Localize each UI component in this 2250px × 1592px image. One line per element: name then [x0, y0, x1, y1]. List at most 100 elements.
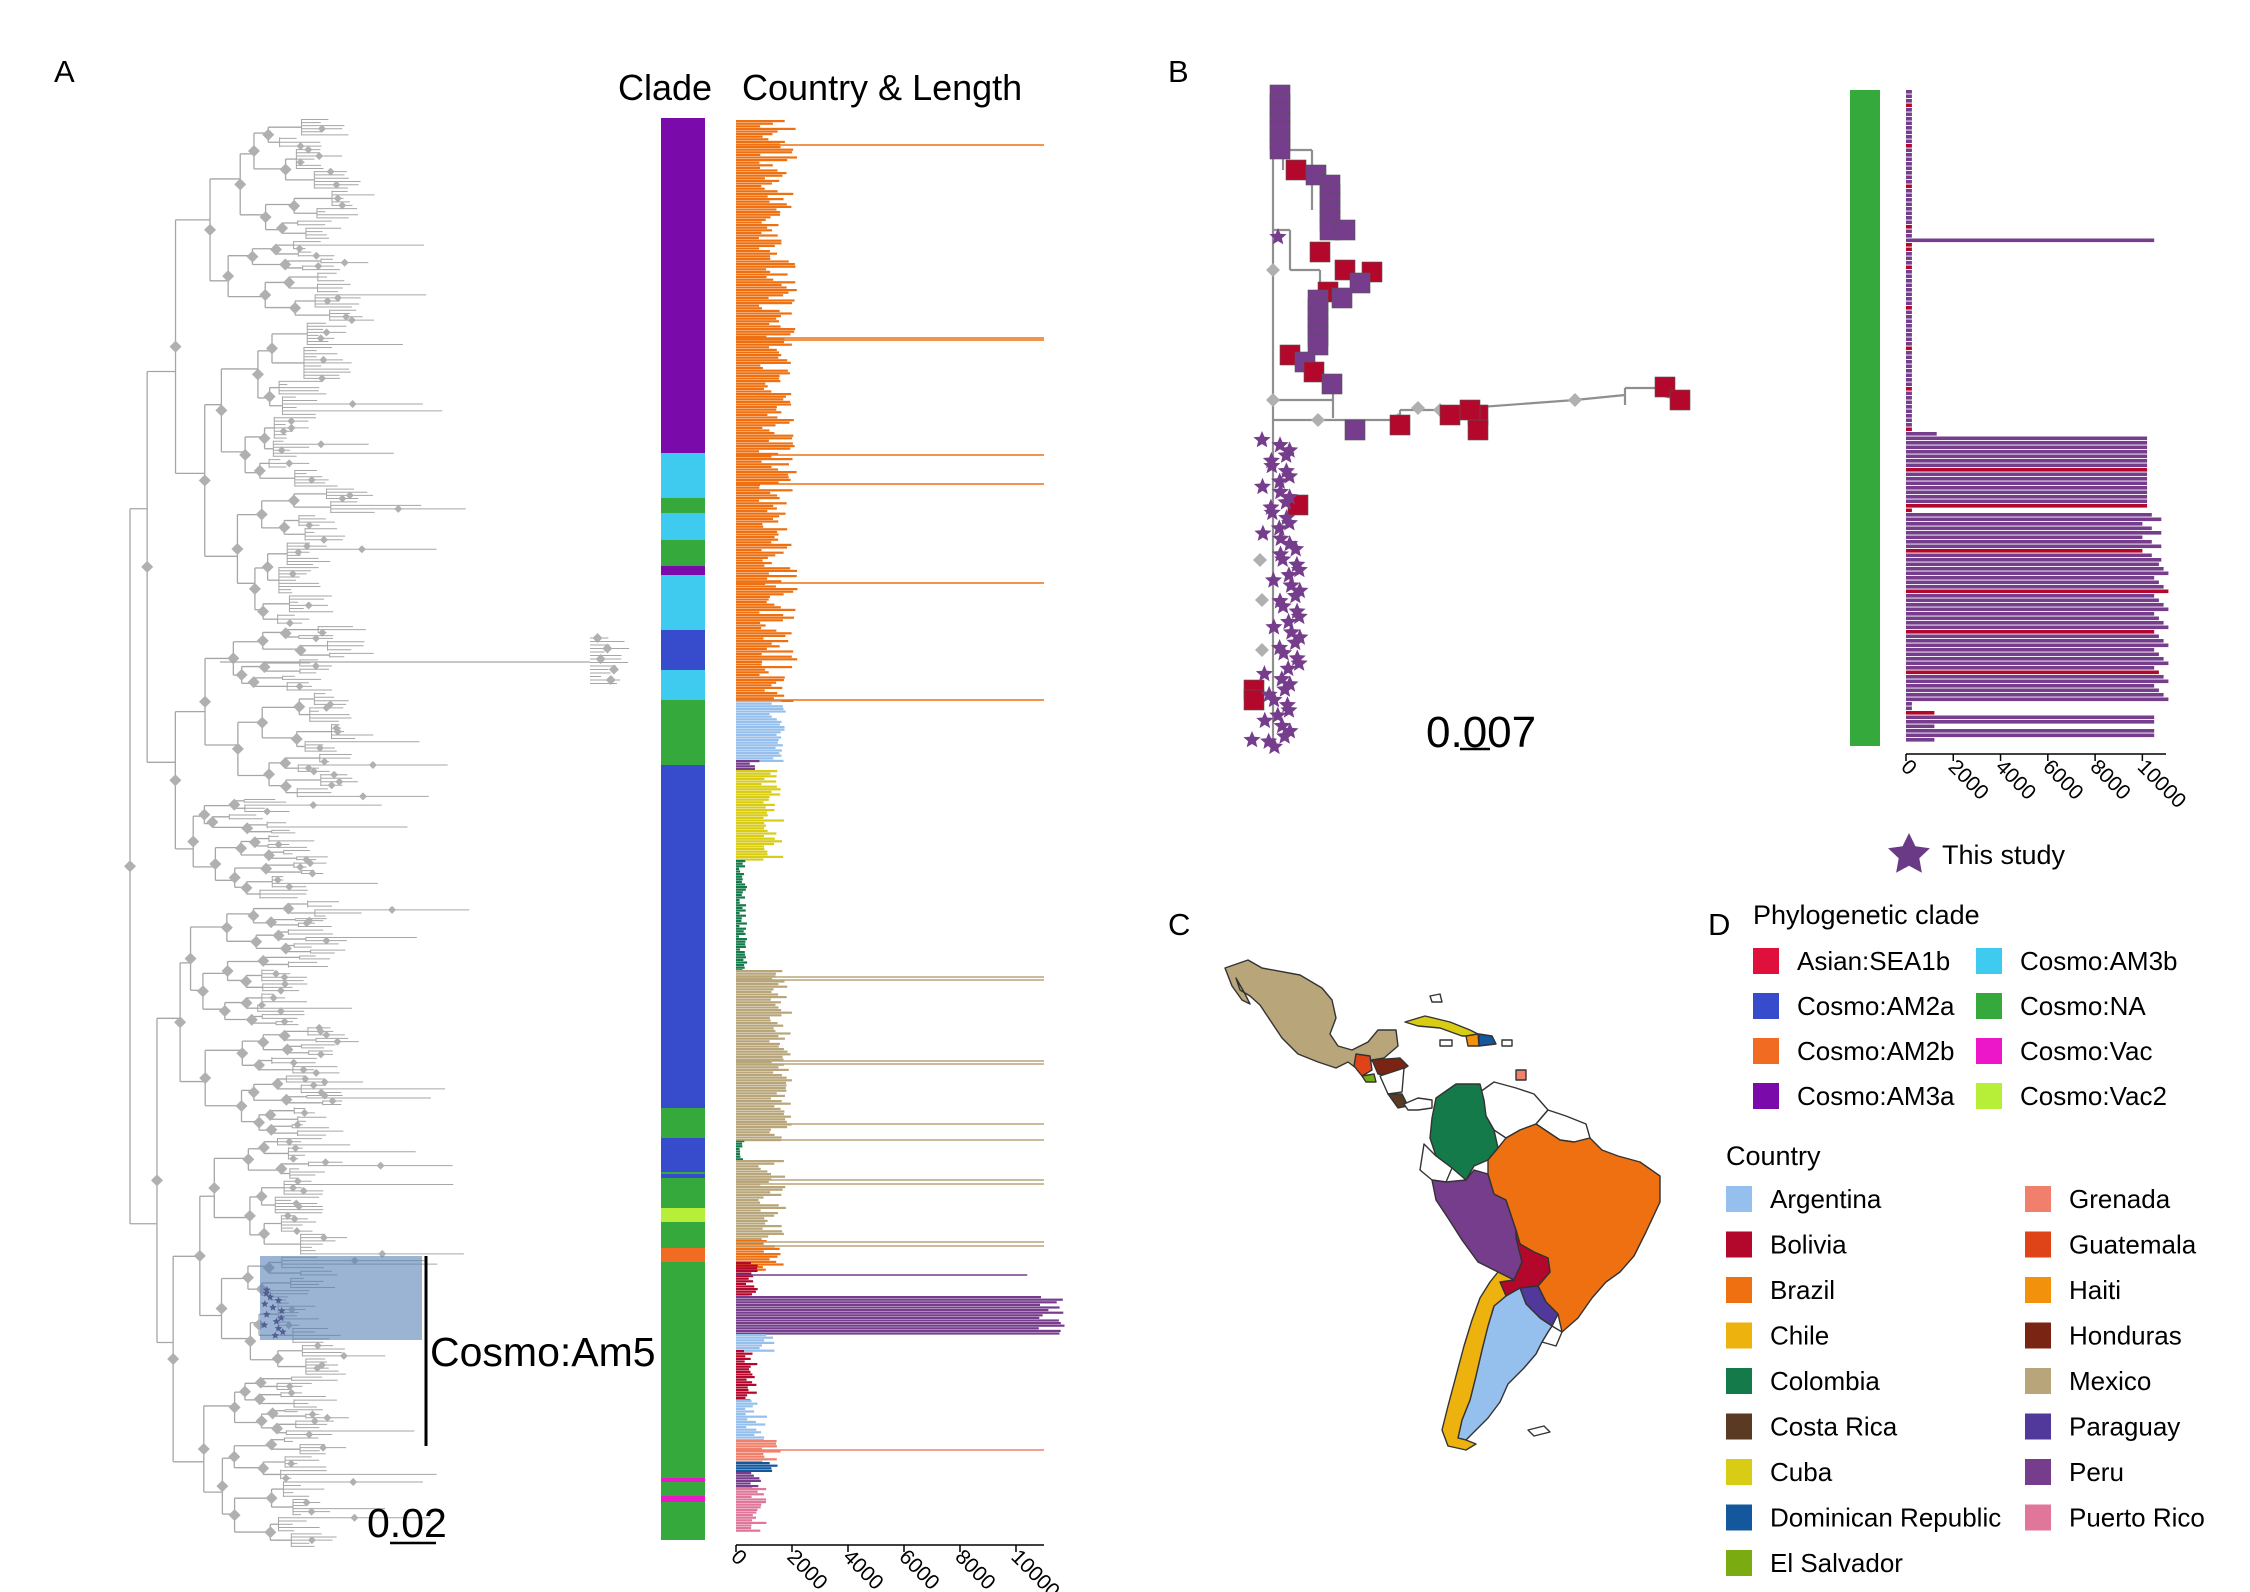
- tree-node: [290, 733, 303, 746]
- tree-tip-node: [276, 1007, 285, 1016]
- tree-tip-node: [289, 1183, 298, 1192]
- tree-node: [253, 1116, 266, 1129]
- tree-tip-node: [333, 293, 342, 302]
- country-length-bar: [736, 710, 786, 713]
- country-length-bar: [736, 387, 764, 390]
- study-sample-star: [1271, 483, 1289, 500]
- tree-tip-node: [307, 1507, 316, 1516]
- country-length-bar: [736, 1309, 1049, 1312]
- country-length-bar: [736, 676, 785, 679]
- country-length-bar: [736, 1501, 766, 1504]
- country-length-bar: [736, 341, 785, 344]
- clade-column-title: Clade: [618, 67, 712, 108]
- country-length-bar: [736, 679, 784, 682]
- country-legend-label: Bolivia: [1770, 1230, 1847, 1260]
- tree-tip-node: [307, 475, 316, 484]
- tree-tip-node: [287, 1459, 296, 1468]
- tree-node: [271, 1077, 284, 1090]
- country-length-bar: [736, 133, 773, 136]
- country-length-bar: [736, 1204, 779, 1207]
- country-length-bar: [736, 1469, 773, 1472]
- tree-tip-node: [322, 703, 331, 712]
- country-length-bar: [1906, 580, 2159, 585]
- tree-tip-node: [309, 1081, 318, 1090]
- tree-node: [262, 128, 275, 141]
- country-length-bar: [736, 1105, 775, 1108]
- country-length-bar: [736, 328, 796, 331]
- tree-tip-node: [313, 1364, 322, 1373]
- country-length-bar: [736, 335, 767, 338]
- country-length-bar: [736, 1014, 782, 1017]
- country-length-bar: [736, 673, 760, 676]
- country-length-bars: [736, 120, 1065, 1532]
- country-length-bar: [736, 629, 777, 632]
- tree-node: [220, 921, 233, 934]
- country-length-bar: [736, 1133, 775, 1136]
- country-length-bar: [736, 1167, 761, 1170]
- country-length-bar: [736, 489, 793, 492]
- country-length-bar: [736, 1193, 782, 1196]
- country-length-bar: [736, 1447, 762, 1450]
- tip-square: [1334, 219, 1356, 241]
- tree-tip-node: [311, 634, 320, 643]
- tree-node: [199, 695, 212, 708]
- study-sample-star: [1276, 680, 1294, 697]
- country-length-bar: [1906, 427, 1912, 432]
- country-length-bar: [736, 668, 766, 671]
- country-length-bar: [736, 1253, 781, 1256]
- country-length-bar: [736, 1363, 758, 1366]
- country-length-bar: [736, 148, 794, 151]
- country-length-bar: [736, 120, 785, 123]
- tree-node: [282, 902, 295, 915]
- country-length-bar: [736, 862, 743, 865]
- country-length-bar: [736, 1225, 782, 1228]
- study-sample-star: [1271, 472, 1289, 489]
- tree-node: [257, 1462, 270, 1475]
- country-length-bar: [736, 1126, 788, 1129]
- country-length-bar: [736, 585, 776, 588]
- country-length-bar: [736, 1474, 754, 1477]
- study-sample-star: [1269, 228, 1287, 245]
- tree-tip-node: [296, 158, 305, 167]
- country-length-bar: [736, 720, 782, 723]
- country-length-bar: [736, 1206, 786, 1209]
- clade-strip-b: [1850, 90, 1880, 746]
- country-length-bar: [736, 478, 791, 481]
- country-length-bar: [1906, 229, 1912, 234]
- country-length-bar: [1906, 180, 1912, 184]
- country-length-bar: [736, 634, 786, 637]
- country-length-bar: [736, 504, 774, 507]
- clade-strip-segment: [661, 700, 705, 765]
- country-length-bar: [736, 829, 768, 832]
- tree-node: [169, 774, 182, 787]
- country-length-bar: [1906, 720, 2155, 724]
- country-length-bar: [736, 187, 765, 190]
- country-length-bar: [1906, 522, 2143, 526]
- country-length-bar: [736, 507, 777, 510]
- tip-square: [1467, 419, 1489, 441]
- country-length-bar: [736, 1267, 758, 1270]
- country-length-bar: [736, 1050, 788, 1053]
- country-legend-label: Dominican Republic: [1770, 1503, 2001, 1533]
- country-length-bar: [736, 1514, 753, 1517]
- map-nicaragua: [1379, 1067, 1405, 1095]
- country-length-bar: [736, 619, 783, 622]
- latin-america-map: [1224, 959, 1661, 1451]
- tree-tip-node: [320, 1091, 329, 1100]
- clade-legend-label: Cosmo:AM3b: [2020, 946, 2178, 976]
- clade-strip-segment: [661, 630, 705, 670]
- country-length-bar: [736, 333, 791, 336]
- country-length-bar: [1906, 553, 2152, 558]
- country-length-bar: [736, 801, 764, 804]
- country-length-bar: [736, 556, 768, 559]
- country-length-bar: [1906, 445, 2148, 450]
- country-length-bar: [736, 1247, 780, 1250]
- country-length-bar: [1906, 162, 1912, 166]
- map-grenada: [1515, 1069, 1527, 1081]
- tree-tip-node: [302, 1498, 311, 1507]
- country-length-bar: [736, 964, 745, 967]
- tree-tip-node: [279, 427, 288, 436]
- country-length-bar: [736, 450, 760, 453]
- tree-node: [1411, 401, 1425, 415]
- country-length-bar: [1906, 373, 1912, 378]
